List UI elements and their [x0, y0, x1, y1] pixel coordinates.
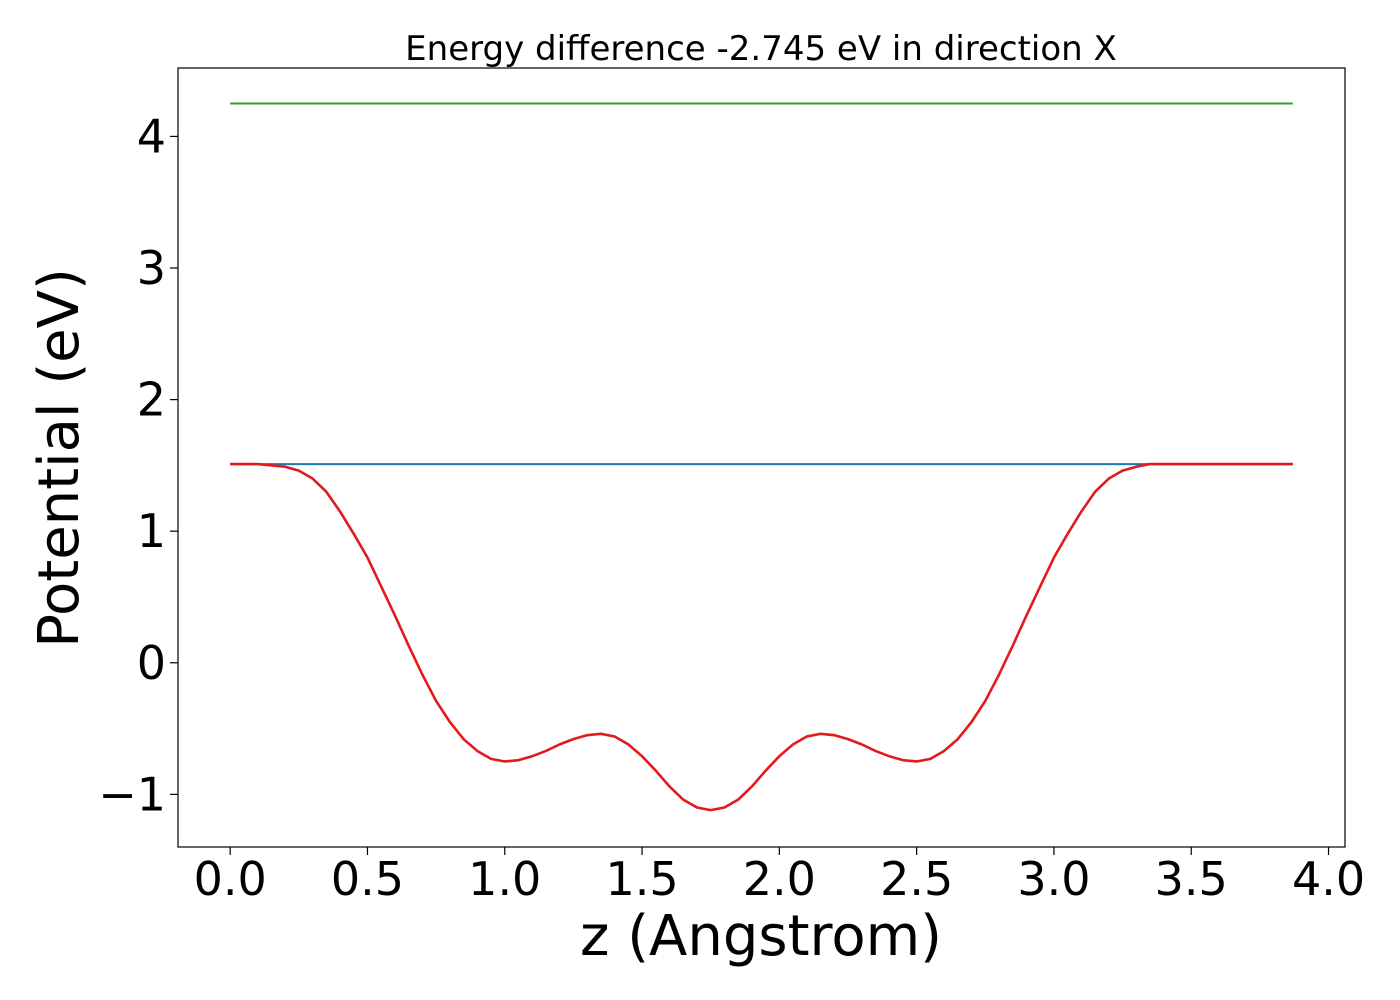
- y-tick-label: 2: [137, 373, 166, 427]
- plot-lines: [230, 102, 1293, 812]
- y-tick-label: 3: [137, 241, 166, 295]
- x-tick-label: 1.5: [605, 852, 678, 906]
- y-tick-label: −1: [98, 767, 166, 821]
- plot-frame: [177, 67, 1346, 848]
- x-tick-label: 3.0: [1017, 852, 1090, 906]
- y-tick-label: 0: [137, 636, 166, 690]
- y-tick-label: 4: [137, 109, 166, 163]
- x-axis-label: z (Angstrom): [580, 904, 942, 969]
- y-tick-label: 1: [137, 504, 166, 558]
- x-tick-label: 4.0: [1292, 852, 1365, 906]
- y-axis: −1 0 1 2 3 4: [98, 109, 178, 821]
- x-axis: 0.0 0.5 1.0 1.5 2.0 2.5 3.0 3.5 4.0: [194, 847, 1365, 906]
- x-tick-label: 1.0: [468, 852, 541, 906]
- y-axis-label: Potential (eV): [27, 268, 92, 648]
- x-tick-label: 2.0: [743, 852, 816, 906]
- x-tick-label: 0.0: [194, 852, 267, 906]
- x-tick-label: 3.5: [1155, 852, 1228, 906]
- x-tick-label: 0.5: [331, 852, 404, 906]
- x-tick-label: 2.5: [880, 852, 953, 906]
- chart-title: Energy difference -2.745 eV in direction…: [405, 29, 1117, 69]
- series-line-3: [230, 462, 1293, 812]
